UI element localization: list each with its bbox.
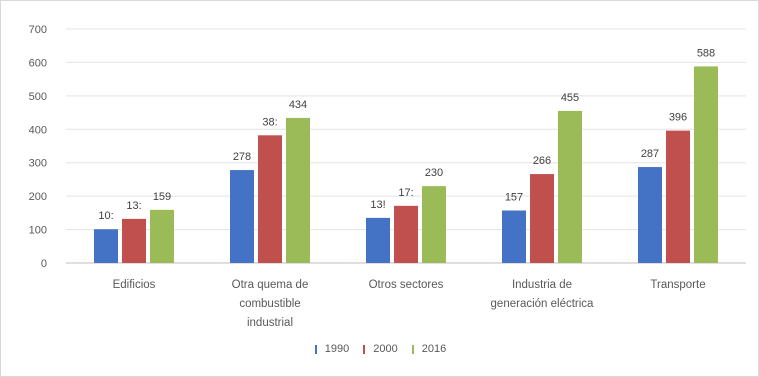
x-tick-label: Otra quema de: [232, 279, 309, 291]
bar-2016: [286, 117, 310, 263]
data-label: 13!: [370, 199, 385, 211]
bar-1990: [230, 170, 254, 263]
bar-1990: [638, 167, 662, 263]
bar-2016: [558, 110, 582, 264]
x-tick-label: Otros sectores: [369, 279, 444, 291]
data-label: 278: [233, 151, 251, 163]
data-label: 38:: [262, 116, 277, 128]
x-tick-label: industrial: [247, 317, 293, 329]
legend-item-2000: 2000: [363, 343, 398, 355]
legend-label: 2016: [421, 343, 447, 355]
data-label: 434: [289, 99, 307, 111]
bar-2000: [122, 218, 146, 263]
bar-1990: [94, 229, 118, 263]
y-tick-label: 600: [29, 57, 47, 69]
data-label: 396: [669, 112, 687, 124]
legend-swatch: [363, 344, 366, 354]
x-tick-label: generación eléctrica: [491, 298, 595, 310]
y-axis-ticks: 0 100 200 300 400 500 600 700: [29, 24, 47, 270]
bar-2000: [666, 130, 690, 263]
bar-2016: [694, 66, 718, 263]
legend: 1990 2000 2016: [1, 343, 758, 355]
gridlines: [66, 28, 746, 264]
bar-2016: [150, 209, 174, 263]
y-tick-label: 0: [41, 258, 47, 270]
bar-1990: [366, 217, 390, 263]
data-label: 588: [697, 47, 715, 59]
data-label: 159: [153, 191, 171, 203]
data-label: 287: [641, 148, 659, 160]
y-tick-label: 100: [29, 225, 47, 237]
legend-label: 2000: [373, 343, 398, 355]
data-label: 10:: [98, 210, 113, 222]
y-tick-label: 700: [29, 24, 47, 36]
x-tick-label: Edificios: [113, 279, 156, 291]
data-labels: 10: 13: 159 278 38: 434 13! 17: 230 157 266 455 287 3…: [98, 47, 715, 222]
data-label: 230: [425, 167, 443, 179]
data-label: 13:: [126, 200, 141, 212]
x-tick-label: Transporte: [650, 279, 705, 291]
bar-2016: [422, 186, 446, 263]
y-tick-label: 500: [29, 91, 47, 103]
x-axis-ticks: Edificios Otra quema de combustible industr…: [113, 279, 706, 329]
legend-swatch: [314, 344, 317, 354]
legend-item-1990: 1990: [314, 343, 350, 355]
legend-swatch: [411, 344, 414, 354]
data-label: 17:: [398, 187, 413, 199]
x-tick-label: Industria de: [512, 279, 572, 291]
bar-2000: [258, 135, 282, 263]
y-tick-label: 300: [29, 158, 47, 170]
data-label: 455: [561, 92, 579, 104]
data-label: 266: [533, 155, 551, 167]
bar-2000: [394, 205, 418, 263]
x-tick-label: combustible: [239, 298, 300, 310]
y-tick-label: 200: [29, 191, 47, 203]
bar-2000: [530, 174, 554, 263]
y-tick-label: 400: [29, 124, 47, 136]
data-label: 157: [505, 192, 523, 204]
bar-1990: [502, 210, 526, 263]
legend-label: 1990: [324, 343, 350, 355]
bars: [94, 66, 718, 264]
legend-item-2016: 2016: [411, 343, 447, 355]
